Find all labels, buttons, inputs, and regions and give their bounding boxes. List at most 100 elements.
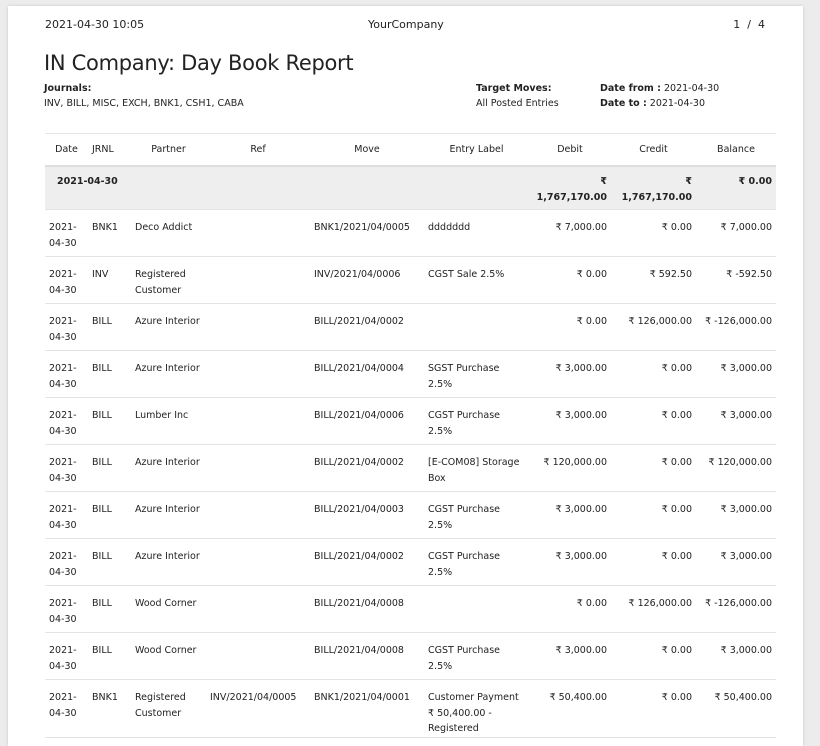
cell-partner: Azure Interior bbox=[131, 444, 206, 492]
cell-credit: ₹ 126,000.00 bbox=[611, 303, 696, 351]
cell-credit: ₹ 0.00 bbox=[611, 491, 696, 539]
cell-ref bbox=[206, 397, 310, 445]
col-entry-label: Entry Label bbox=[424, 133, 529, 167]
page-title: IN Company: Day Book Report bbox=[44, 51, 354, 75]
cell-debit: ₹ 3,000.00 bbox=[529, 491, 611, 539]
cell-balance: ₹ 3,000.00 bbox=[696, 350, 776, 398]
cell-move: BILL/2021/04/0008 bbox=[310, 585, 424, 633]
cell-date: 2021-04-30 bbox=[45, 538, 88, 586]
cell-partner: Azure Interior bbox=[131, 491, 206, 539]
cell-balance: ₹ 7,000.00 bbox=[696, 209, 776, 257]
cell-balance: ₹ -126,000.00 bbox=[696, 585, 776, 633]
cell-debit: ₹ 3,000.00 bbox=[529, 632, 611, 680]
cell-date: 2021-04-30 bbox=[45, 444, 88, 492]
group-debit: ₹ 1,767,170.00 bbox=[529, 166, 611, 210]
group-credit: ₹ 1,767,170.00 bbox=[611, 166, 696, 210]
cell-balance: ₹ -592.50 bbox=[696, 256, 776, 304]
cell-balance: ₹ 3,000.00 bbox=[696, 491, 776, 539]
cell-journal: BILL bbox=[88, 350, 131, 398]
date-group-row: 2021-04-30 ₹ 1,767,170.00 ₹ 1,767,170.00… bbox=[45, 166, 776, 210]
cell-ref bbox=[206, 444, 310, 492]
report-page: 2021-04-30 10:05 YourCompany 1 / 4 IN Co… bbox=[8, 6, 803, 746]
day-book-table: Date JRNL Partner Ref Move Entry Label D… bbox=[45, 133, 776, 738]
cell-partner: Registered Customer bbox=[131, 256, 206, 304]
cell-partner: Lumber Inc bbox=[131, 397, 206, 445]
table-row: 2021-04-30 BILL Azure Interior BILL/2021/04… bbox=[45, 491, 776, 539]
date-from-label: Date from : bbox=[600, 83, 661, 94]
table-row: 2021-04-30 BILL Azure Interior BILL/2021/04… bbox=[45, 350, 776, 398]
cell-journal: BILL bbox=[88, 632, 131, 680]
col-credit: Credit bbox=[611, 133, 696, 167]
cell-journal: BILL bbox=[88, 538, 131, 586]
cell-debit: ₹ 120,000.00 bbox=[529, 444, 611, 492]
cell-entry-label: ddddddd bbox=[424, 209, 529, 257]
cell-debit: ₹ 7,000.00 bbox=[529, 209, 611, 257]
cell-balance: ₹ 3,000.00 bbox=[696, 632, 776, 680]
cell-date: 2021-04-30 bbox=[45, 679, 88, 738]
table-row: 2021-04-30 BILL Azure Interior BILL/2021/04… bbox=[45, 303, 776, 351]
table-row: 2021-04-30 BILL Wood Corner BILL/2021/04/00… bbox=[45, 632, 776, 680]
table-row: 2021-04-30 BILL Azure Interior BILL/2021/04… bbox=[45, 444, 776, 492]
cell-balance: ₹ 50,400.00 bbox=[696, 679, 776, 738]
cell-move: BILL/2021/04/0003 bbox=[310, 491, 424, 539]
cell-date: 2021-04-30 bbox=[45, 491, 88, 539]
table-row: 2021-04-30 BILL Azure Interior BILL/2021/04… bbox=[45, 538, 776, 586]
cell-date: 2021-04-30 bbox=[45, 350, 88, 398]
cell-credit: ₹ 0.00 bbox=[611, 538, 696, 586]
cell-date: 2021-04-30 bbox=[45, 303, 88, 351]
cell-move: BILL/2021/04/0002 bbox=[310, 444, 424, 492]
cell-date: 2021-04-30 bbox=[45, 209, 88, 257]
cell-partner: Azure Interior bbox=[131, 350, 206, 398]
target-moves-label: Target Moves: bbox=[476, 83, 552, 94]
cell-entry-label bbox=[424, 303, 529, 351]
cell-ref bbox=[206, 491, 310, 539]
cell-balance: ₹ 120,000.00 bbox=[696, 444, 776, 492]
cell-journal: BILL bbox=[88, 491, 131, 539]
cell-move: BNK1/2021/04/0005 bbox=[310, 209, 424, 257]
cell-date: 2021-04-30 bbox=[45, 632, 88, 680]
cell-credit: ₹ 0.00 bbox=[611, 350, 696, 398]
cell-move: BILL/2021/04/0008 bbox=[310, 632, 424, 680]
cell-ref bbox=[206, 585, 310, 633]
cell-entry-label: CGST Purchase 2.5% bbox=[424, 538, 529, 586]
cell-debit: ₹ 0.00 bbox=[529, 256, 611, 304]
journals-value: INV, BILL, MISC, EXCH, BNK1, CSH1, CABA bbox=[44, 98, 244, 109]
journals-info: Journals: INV, BILL, MISC, EXCH, BNK1, C… bbox=[44, 81, 244, 111]
cell-entry-label: CGST Purchase 2.5% bbox=[424, 397, 529, 445]
cell-date: 2021-04-30 bbox=[45, 397, 88, 445]
cell-ref bbox=[206, 538, 310, 586]
col-debit: Debit bbox=[529, 133, 611, 167]
table-row: 2021-04-30 BNK1 Registered Customer INV/202… bbox=[45, 679, 776, 738]
cell-journal: BNK1 bbox=[88, 209, 131, 257]
cell-entry-label: [E-COM08] Storage Box bbox=[424, 444, 529, 492]
group-date: 2021-04-30 bbox=[45, 166, 206, 210]
cell-credit: ₹ 0.00 bbox=[611, 444, 696, 492]
journals-label: Journals: bbox=[44, 83, 92, 94]
cell-debit: ₹ 3,000.00 bbox=[529, 350, 611, 398]
cell-partner: Registered Customer bbox=[131, 679, 206, 738]
group-balance: ₹ 0.00 bbox=[696, 166, 776, 210]
cell-debit: ₹ 3,000.00 bbox=[529, 538, 611, 586]
target-moves-info: Target Moves: All Posted Entries bbox=[476, 81, 559, 111]
cell-credit: ₹ 0.00 bbox=[611, 397, 696, 445]
cell-ref bbox=[206, 209, 310, 257]
cell-debit: ₹ 0.00 bbox=[529, 585, 611, 633]
cell-entry-label: CGST Purchase 2.5% bbox=[424, 491, 529, 539]
date-range-info: Date from : 2021-04-30 Date to : 2021-04… bbox=[600, 81, 719, 111]
cell-entry-label: Customer Payment ₹ 50,400.00 - Registere… bbox=[424, 679, 529, 738]
cell-ref bbox=[206, 632, 310, 680]
cell-journal: BILL bbox=[88, 303, 131, 351]
page-counter: 1 / 4 bbox=[733, 18, 765, 31]
cell-credit: ₹ 0.00 bbox=[611, 209, 696, 257]
company-name: YourCompany bbox=[368, 18, 444, 31]
date-to-value: 2021-04-30 bbox=[649, 98, 706, 109]
cell-date: 2021-04-30 bbox=[45, 256, 88, 304]
cell-entry-label: SGST Purchase 2.5% bbox=[424, 350, 529, 398]
cell-move: BILL/2021/04/0006 bbox=[310, 397, 424, 445]
date-from-value: 2021-04-30 bbox=[663, 83, 720, 94]
cell-balance: ₹ 3,000.00 bbox=[696, 397, 776, 445]
cell-ref bbox=[206, 256, 310, 304]
col-partner: Partner bbox=[131, 133, 206, 167]
col-date: Date bbox=[45, 133, 88, 167]
table-header-row: Date JRNL Partner Ref Move Entry Label D… bbox=[45, 133, 776, 167]
